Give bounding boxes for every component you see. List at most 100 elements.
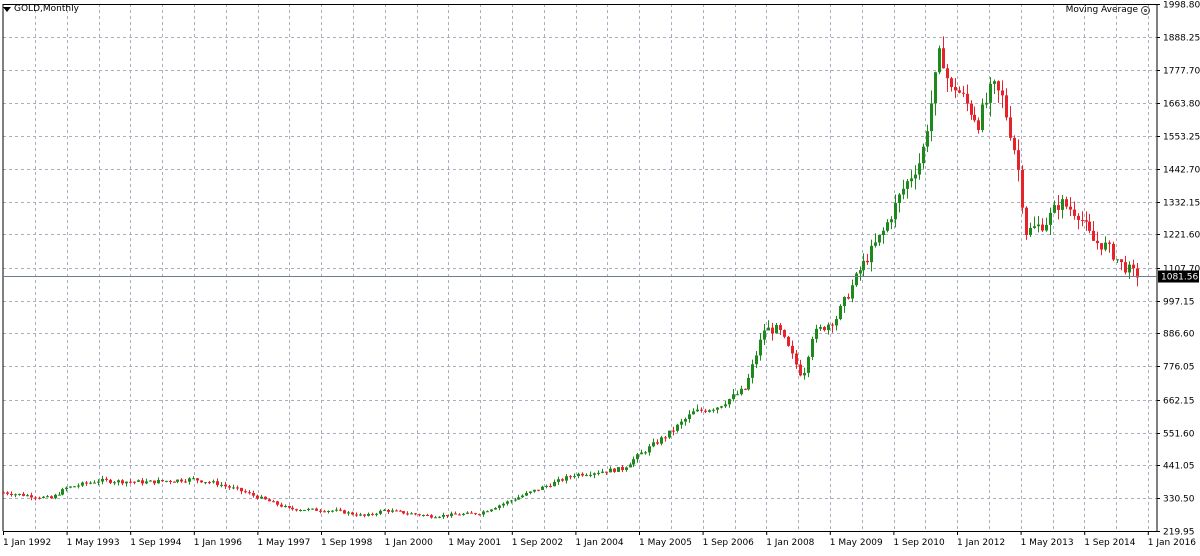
candle-body bbox=[77, 485, 80, 487]
candle-body bbox=[1037, 224, 1040, 227]
y-tick-label: 886.60 bbox=[1163, 330, 1195, 340]
candle-body bbox=[767, 327, 770, 331]
candle-body bbox=[446, 514, 449, 517]
candle-body bbox=[577, 473, 580, 477]
candle-body bbox=[161, 480, 164, 482]
current-price-label: 1081.56 bbox=[1161, 273, 1198, 283]
candle-body bbox=[188, 478, 191, 482]
candle-body bbox=[744, 388, 747, 390]
candle-body bbox=[561, 479, 564, 481]
candle-body bbox=[847, 297, 850, 299]
x-tick-label: 1 May 1993 bbox=[67, 538, 120, 548]
x-tick-label: 1 Jan 2016 bbox=[1148, 538, 1196, 548]
triangle-down-icon[interactable] bbox=[3, 7, 11, 12]
candle-body bbox=[878, 234, 881, 243]
candle-body bbox=[97, 481, 100, 483]
candle-body bbox=[494, 508, 497, 510]
candle-body bbox=[866, 260, 869, 263]
candle-body bbox=[886, 222, 889, 231]
candle-body bbox=[557, 479, 560, 482]
candle-body bbox=[859, 270, 862, 274]
candle-body bbox=[450, 513, 453, 517]
candle-body bbox=[795, 353, 798, 365]
candle-body bbox=[260, 496, 263, 499]
candle-body bbox=[617, 467, 620, 472]
candle-body bbox=[26, 495, 29, 497]
candle-body bbox=[406, 513, 409, 515]
candle-body bbox=[323, 511, 326, 513]
candle-body bbox=[430, 515, 433, 518]
candle-body bbox=[383, 509, 386, 511]
candle-body bbox=[1001, 90, 1004, 96]
gear-icon[interactable] bbox=[1141, 5, 1150, 15]
candle-body bbox=[81, 482, 84, 486]
candle-body bbox=[656, 442, 659, 444]
candle-body bbox=[1132, 264, 1135, 269]
candle-body bbox=[668, 430, 671, 438]
candle-body bbox=[58, 494, 61, 496]
x-tick-label: 1 Sep 2006 bbox=[703, 538, 755, 548]
candle-body bbox=[629, 464, 632, 468]
candle-body bbox=[502, 503, 505, 506]
candle-body bbox=[676, 424, 679, 431]
candle-body bbox=[950, 78, 953, 88]
candle-body bbox=[625, 467, 628, 470]
candle-body bbox=[93, 482, 96, 484]
candle-body bbox=[720, 406, 723, 408]
candle-body bbox=[827, 324, 830, 331]
candle-body bbox=[2, 492, 5, 494]
x-tick-label: 1 May 2001 bbox=[448, 538, 501, 548]
candle-body bbox=[1033, 226, 1036, 228]
candle-body bbox=[375, 513, 378, 515]
candle-body bbox=[545, 485, 548, 487]
candle-body bbox=[1041, 224, 1044, 231]
candle-body bbox=[728, 399, 731, 405]
candle-body bbox=[747, 377, 750, 390]
candle-body bbox=[470, 512, 473, 514]
y-tick-label: 330.50 bbox=[1163, 495, 1195, 505]
candle-body bbox=[1073, 209, 1076, 216]
candle-body bbox=[351, 512, 354, 515]
x-tick-label: 1 Sep 2010 bbox=[893, 538, 945, 548]
y-tick-label: 1998.80 bbox=[1163, 1, 1200, 11]
candle-body bbox=[462, 513, 465, 515]
candle-body bbox=[740, 388, 743, 395]
indicator-header[interactable]: Moving Average bbox=[1066, 5, 1150, 15]
candle-body bbox=[153, 480, 156, 484]
candle-body bbox=[280, 504, 283, 507]
symbol-header[interactable]: GOLD,Monthly bbox=[3, 4, 79, 14]
candle-body bbox=[621, 467, 624, 470]
x-tick-label: 1 Jan 2012 bbox=[957, 538, 1005, 548]
candle-body bbox=[490, 509, 493, 512]
candle-body bbox=[61, 489, 64, 495]
candle-body bbox=[946, 68, 949, 79]
y-tick-label: 219.95 bbox=[1163, 528, 1195, 538]
candle-body bbox=[914, 174, 917, 179]
candle-body bbox=[109, 479, 112, 483]
candle-body bbox=[902, 188, 905, 195]
candle-body bbox=[771, 327, 774, 334]
candle-body bbox=[533, 489, 536, 492]
x-tick-label: 1 Jan 2008 bbox=[766, 538, 814, 548]
candle-body bbox=[252, 493, 255, 496]
x-tick-label: 1 May 2009 bbox=[830, 538, 883, 548]
candle-body bbox=[410, 513, 413, 515]
candle-body bbox=[962, 92, 965, 94]
y-tick-label: 1332.15 bbox=[1163, 199, 1200, 209]
candle-body bbox=[339, 509, 342, 511]
x-tick-label: 1 Jan 2000 bbox=[385, 538, 433, 548]
x-tick-label: 1 Sep 1998 bbox=[321, 538, 373, 548]
candle-body bbox=[73, 486, 76, 488]
candle-body bbox=[1092, 230, 1095, 241]
candle-body bbox=[113, 482, 116, 484]
candle-body bbox=[894, 202, 897, 220]
candle-body bbox=[1009, 117, 1012, 138]
y-tick-label: 1107.70 bbox=[1163, 265, 1200, 275]
candle-body bbox=[169, 480, 172, 482]
candle-body bbox=[597, 472, 600, 474]
y-tick-label: 997.15 bbox=[1163, 298, 1195, 308]
candle-body bbox=[926, 131, 929, 147]
candle-body bbox=[890, 219, 893, 223]
